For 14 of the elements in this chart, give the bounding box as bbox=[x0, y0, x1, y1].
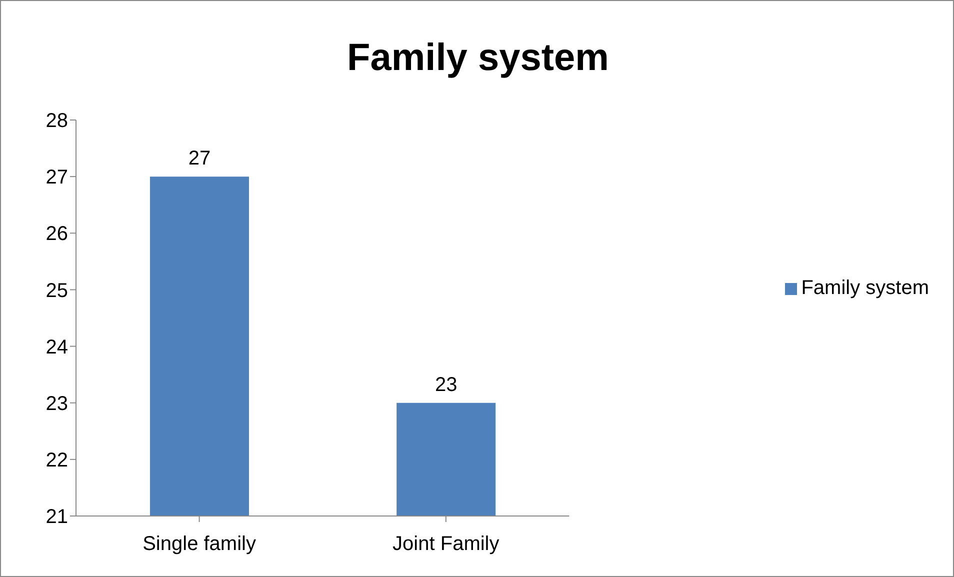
data-label: 23 bbox=[434, 374, 458, 396]
y-tick-label: 23 bbox=[46, 392, 68, 415]
y-tick-label: 28 bbox=[46, 110, 68, 132]
y-tick-label: 22 bbox=[46, 450, 68, 472]
y-tick-label: 27 bbox=[46, 166, 68, 189]
x-tick-label: Single family bbox=[142, 533, 256, 556]
legend-label: Family system bbox=[801, 277, 929, 299]
y-tick-label: 21 bbox=[46, 506, 68, 528]
data-label: 27 bbox=[188, 148, 211, 170]
y-tick-label: 25 bbox=[46, 280, 68, 302]
y-tick-label: 24 bbox=[46, 336, 68, 358]
chart-title: Family system bbox=[346, 37, 610, 80]
y-tick-label: 26 bbox=[46, 223, 68, 246]
x-tick-label: Joint Family bbox=[392, 533, 500, 556]
